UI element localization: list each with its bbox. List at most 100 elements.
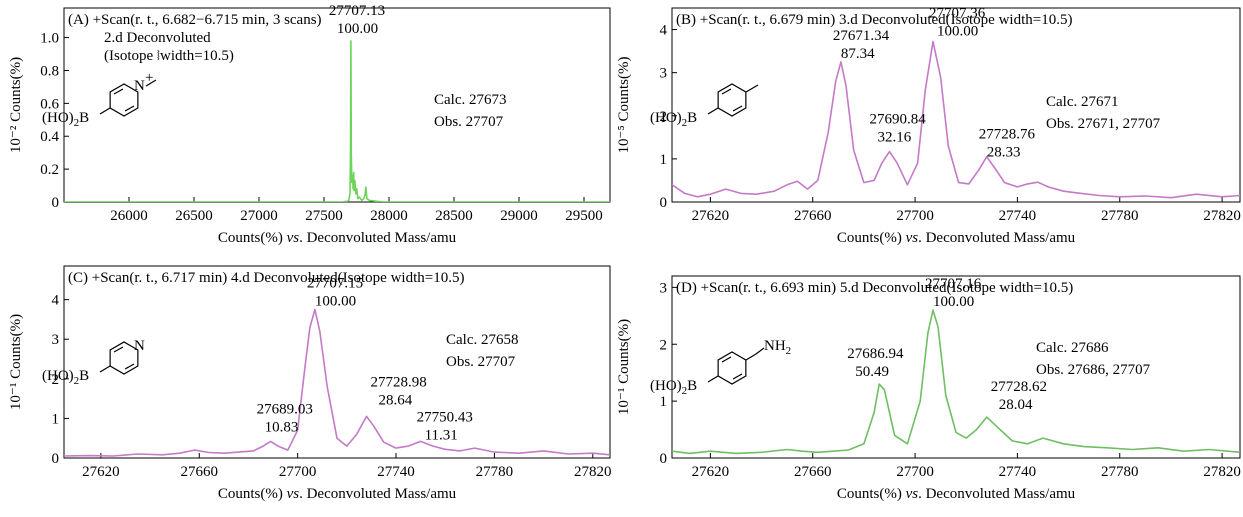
panel-A: 26000 26500 27000 27500 28000 28500 29000 29500… (8, 3, 611, 246)
boron-bond (99, 365, 111, 373)
peak-intensity-label: 87.34 (841, 46, 875, 62)
calc-label: Calc. 27686 (1036, 340, 1109, 356)
ring-double-bond (124, 105, 135, 112)
panel-title: 2.d Deconvoluted (104, 30, 211, 46)
x-tick-label: 29000 (500, 208, 538, 224)
peak-intensity-label: 32.16 (877, 130, 911, 146)
ring-shape (717, 351, 747, 385)
panel-title: (B) +Scan(r. t., 6.679 min) 3.d Deconvol… (676, 12, 1072, 28)
boronic-acid-label: (HO)2B (650, 378, 697, 397)
x-tick-label: 27780 (1101, 208, 1139, 224)
ring-double-bond (732, 373, 743, 380)
boronic-acid-label: (HO)2B (650, 110, 697, 129)
peak-intensity-label: 50.49 (855, 364, 889, 380)
x-axis-title: Counts(%) vs. Deconvoluted Mass/amu (218, 486, 457, 502)
x-tick-label: 27700 (896, 208, 934, 224)
x-tick-label: 27620 (692, 208, 730, 224)
peak-intensity-label: 28.64 (379, 392, 413, 408)
peak-intensity-label: 100.00 (315, 294, 356, 310)
x-tick-label: 27740 (999, 208, 1037, 224)
x-tick-label: 28000 (370, 208, 408, 224)
peak-mass-label: 27689.03 (257, 401, 313, 417)
ring-double-bond (721, 356, 732, 363)
obs-label: Obs. 27671, 27707 (1046, 116, 1161, 132)
y-tick-label: 1 (660, 152, 668, 168)
nitrogen-label: N (134, 78, 145, 94)
x-tick-label: 26500 (175, 208, 213, 224)
peak-intensity-label: 28.04 (999, 397, 1033, 413)
panel-title: (Isotope ⧘width=10.5) (104, 48, 234, 64)
peak-intensity-label: 100.00 (933, 294, 974, 310)
ring-double-bond (113, 346, 124, 353)
peak-intensity-label: 10.83 (265, 419, 299, 435)
ring-double-bond (721, 88, 732, 95)
ring-double-bond (124, 363, 135, 370)
y-tick-label: 1 (660, 394, 668, 410)
x-tick-label: 27500 (305, 208, 343, 224)
panel-B: 27620 27660 27700 27740 27780 27820 0 1 2 3 4 Count… (616, 6, 1241, 246)
ring-double-bond (113, 88, 124, 95)
y-axis-title: 10⁻¹ Counts(%) (616, 319, 632, 415)
x-tick-label: 27700 (279, 464, 317, 480)
peak-intensity-label: 28.33 (987, 145, 1021, 161)
peak-intensity-label: 11.31 (425, 427, 458, 443)
x-tick-label: 27820 (1203, 208, 1241, 224)
peak-mass-label: 27728.62 (991, 379, 1047, 395)
spectrum-line (672, 309, 1240, 455)
methyl-bond (745, 84, 759, 93)
peak-intensity-label: 100.00 (337, 21, 378, 37)
obs-label: Obs. 27707 (446, 354, 516, 370)
y-tick-label: 3 (660, 66, 668, 82)
ring-shape (717, 83, 747, 117)
y-tick-label: 0 (52, 195, 60, 211)
x-tick-label: 27660 (794, 208, 832, 224)
x-tick-label: 27740 (999, 464, 1037, 480)
calc-label: Calc. 27658 (446, 332, 519, 348)
x-tick-label: 27820 (1203, 464, 1241, 480)
x-tick-label: 27780 (476, 464, 514, 480)
y-tick-label: 1 (52, 411, 60, 427)
obs-label: Obs. 27686, 27707 (1036, 362, 1151, 378)
x-tick-label: 26000 (110, 208, 148, 224)
x-tick-label: 27660 (794, 464, 832, 480)
boron-bond (707, 375, 719, 383)
y-tick-label: 2 (660, 109, 668, 125)
y-tick-label: 1.0 (40, 31, 59, 47)
y-tick-label: 4 (52, 293, 60, 309)
boron-bond (99, 107, 111, 115)
x-tick-label: 27620 (692, 464, 730, 480)
x-tick-label: 27660 (181, 464, 219, 480)
calc-label: Calc. 27673 (434, 92, 507, 108)
x-tick-label: 27620 (82, 464, 120, 480)
plot-frame (63, 265, 611, 459)
obs-label: Obs. 27707 (434, 114, 504, 130)
y-tick-label: 3 (660, 280, 668, 296)
plot-frame (671, 275, 1241, 459)
x-tick-label: 29500 (565, 208, 603, 224)
x-tick-label: 27700 (896, 464, 934, 480)
peak-mass-label: 27707.13 (329, 3, 385, 19)
methyl-bond (145, 79, 157, 87)
boronic-acid-label: (HO)2B (42, 368, 89, 387)
peak-intensity-label: 100.00 (937, 24, 978, 40)
methylene-bond (745, 353, 757, 361)
ring-shape (109, 83, 139, 117)
y-tick-label: 0.2 (40, 162, 59, 178)
x-tick-label: 27780 (1101, 464, 1139, 480)
panel-D: 27620 27660 27700 27740 27780 27820 0 1 2 3 Counts… (616, 275, 1241, 502)
boronic-acid-label: (HO)2B (42, 110, 89, 129)
x-tick-label: 27000 (240, 208, 278, 224)
x-tick-label: 27820 (574, 464, 612, 480)
calc-label: Calc. 27671 (1046, 94, 1119, 110)
peak-mass-label: 27686.94 (847, 346, 904, 362)
y-tick-label: 0 (660, 451, 668, 467)
peak-mass-label: 27750.43 (417, 409, 473, 425)
spectrum-line (64, 308, 610, 457)
y-tick-label: 0 (52, 451, 60, 467)
y-axis-title: 10⁻⁵ Counts(%) (616, 57, 632, 154)
panel-C: 27620 27660 27700 27740 27780 27820 0 1 2 3 4 Count… (8, 265, 612, 502)
plot-frame (671, 7, 1241, 203)
y-axis-title: 10⁻¹ Counts(%) (8, 314, 24, 410)
x-axis-title: Counts(%) vs. Deconvoluted Mass/amu (837, 230, 1076, 246)
